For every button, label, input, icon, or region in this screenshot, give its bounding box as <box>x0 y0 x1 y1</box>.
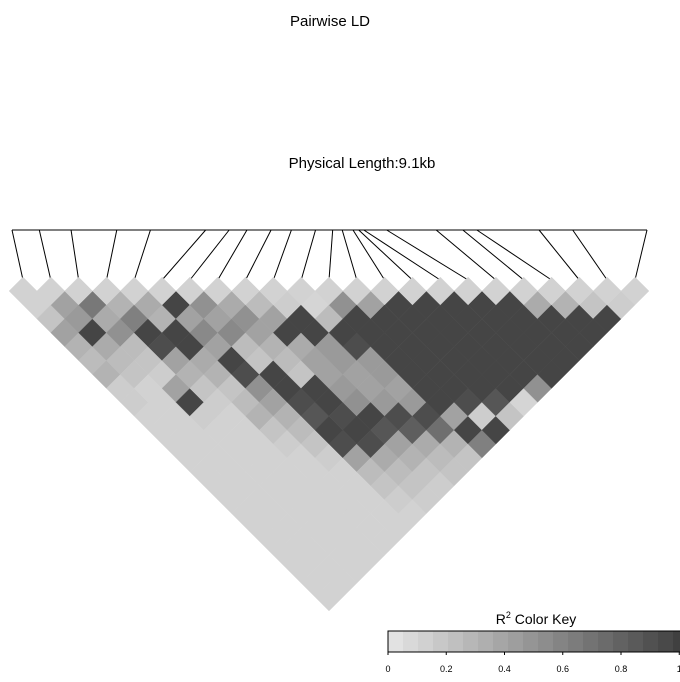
snp-line-5 <box>133 229 151 281</box>
color-key-bin-6 <box>463 631 479 652</box>
color-key-bin-12 <box>553 631 569 652</box>
ld-cell-self-23 <box>620 276 650 306</box>
color-key-bin-20 <box>673 631 680 652</box>
color-key-tick-label-4: 0.8 <box>615 664 628 674</box>
color-key-bin-13 <box>568 631 584 652</box>
snp-line-12 <box>328 229 334 281</box>
snp-line-18 <box>435 229 497 281</box>
snp-line-22 <box>572 229 608 281</box>
color-key-tick-label-1: 0.2 <box>440 664 453 674</box>
ld-cell-self-2 <box>36 276 66 306</box>
color-key-title-r: R <box>496 611 506 627</box>
color-key-bin-11 <box>538 631 554 652</box>
ld-cell-self-16 <box>426 276 455 306</box>
ld-cell-self-6 <box>147 276 177 306</box>
color-key-title-rest: Color Key <box>511 611 576 627</box>
ld-cell-self-21 <box>565 276 594 306</box>
r2-color-key: R2 Color Key 0 0.2 0.4 0.6 0.8 1 <box>385 610 680 674</box>
chart-title: Pairwise LD <box>290 13 370 30</box>
snp-line-13 <box>341 229 358 281</box>
snp-line-17 <box>386 229 469 281</box>
color-key-bin-8 <box>493 631 509 652</box>
ld-cell-self-18 <box>481 276 511 306</box>
ld-cell-self-15 <box>398 276 427 306</box>
color-key-bin-17 <box>628 631 644 652</box>
ld-cell-self-13 <box>342 276 372 306</box>
snp-line-19 <box>462 229 525 281</box>
color-key-tick-label-2: 0.4 <box>498 664 511 674</box>
color-key-bin-19 <box>658 631 674 652</box>
color-key-bin-2 <box>403 631 419 652</box>
color-key-tick-label-3: 0.6 <box>556 664 569 674</box>
ld-cell-self-19 <box>509 276 538 306</box>
color-key-bin-7 <box>478 631 494 652</box>
color-key-bin-4 <box>433 631 449 652</box>
ld-cell-self-3 <box>64 276 93 306</box>
snp-line-1 <box>11 229 24 281</box>
snp-line-3 <box>70 229 80 281</box>
color-key-border <box>387 630 680 653</box>
snp-line-9 <box>245 229 272 281</box>
snp-line-21 <box>538 229 580 281</box>
snp-line-15 <box>358 229 413 281</box>
ld-cell-self-8 <box>203 276 232 306</box>
color-key-bin-14 <box>583 631 599 652</box>
ld-cell-self-7 <box>175 276 205 306</box>
snp-line-6 <box>161 229 207 281</box>
color-key-bin-3 <box>418 631 434 652</box>
snp-line-14 <box>352 229 386 281</box>
snp-position-lines <box>11 229 648 281</box>
color-key-bin-18 <box>643 631 659 652</box>
color-key-bin-16 <box>613 631 629 652</box>
snp-line-8 <box>217 229 248 281</box>
ld-cell-self-20 <box>537 276 566 306</box>
snp-line-11 <box>300 229 317 281</box>
ld-cell-self-11 <box>286 276 316 306</box>
ld-cell-self-12 <box>314 276 344 306</box>
snp-line-4 <box>105 229 118 281</box>
chart-subtitle: Physical Length:9.1kb <box>289 155 436 172</box>
color-key-title-sup: 2 <box>506 610 511 620</box>
color-key-tick-label-5: 1 <box>677 664 680 674</box>
ld-cell-self-22 <box>592 276 622 306</box>
ld-cell-self-5 <box>120 276 149 306</box>
ld-triangle <box>8 276 650 612</box>
color-key-bin-15 <box>598 631 614 652</box>
snp-line-10 <box>272 229 292 281</box>
snp-line-23 <box>634 229 648 281</box>
color-key-bin-9 <box>508 631 524 652</box>
ld-cell-self-17 <box>453 276 483 306</box>
snp-line-2 <box>38 229 52 281</box>
snp-line-16 <box>363 229 441 281</box>
color-key-bins <box>388 631 680 652</box>
ld-cell-self-9 <box>231 276 260 306</box>
ld-cell-self-4 <box>92 276 121 306</box>
color-key-bin-5 <box>448 631 464 652</box>
color-key-title: R2 Color Key <box>496 610 577 627</box>
color-key-tick-label-0: 0 <box>385 664 390 674</box>
snp-line-20 <box>476 229 552 281</box>
ld-cell-self-1 <box>8 276 38 306</box>
color-key-bin-10 <box>523 631 539 652</box>
color-key-ticks: 0 0.2 0.4 0.6 0.8 1 <box>385 652 680 674</box>
snp-line-7 <box>189 229 230 281</box>
ld-cell-self-10 <box>259 276 288 306</box>
ld-cell-self-14 <box>370 276 399 306</box>
color-key-bin-1 <box>388 631 404 652</box>
